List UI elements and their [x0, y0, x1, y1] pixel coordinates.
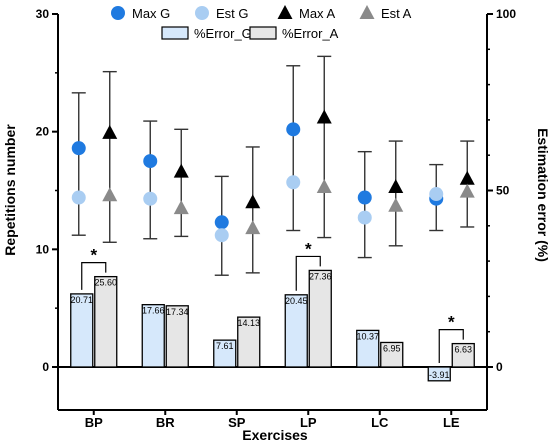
- bar-data-label: 20.45: [285, 296, 308, 306]
- point-est-a: [388, 197, 404, 212]
- bar-data-label: 20.71: [70, 295, 93, 305]
- legend-label: %Error_G: [194, 26, 252, 41]
- bar-pct-error_a: [308, 269, 332, 368]
- point-max-g: [71, 141, 86, 156]
- x-axis-tick-label: LP: [300, 415, 317, 430]
- point-max-a: [316, 109, 332, 124]
- significance-asterisk: *: [90, 246, 97, 265]
- point-max-g: [357, 190, 372, 205]
- point-max-g: [286, 122, 301, 137]
- bar-pct-error_g: [213, 339, 237, 368]
- bar-data-label: 7.61: [216, 341, 234, 351]
- point-max-a: [388, 178, 404, 193]
- point-max-a: [459, 170, 475, 185]
- significance-bracket: [295, 255, 321, 291]
- point-max-a: [102, 124, 118, 139]
- y-axis-left-tick-label: 0: [42, 360, 49, 374]
- legend-marker: [195, 6, 209, 20]
- point-est-g: [214, 228, 229, 243]
- bar-pct-error_g: [427, 366, 451, 382]
- legend-marker: [277, 5, 293, 19]
- bar-data-label: 17.34: [166, 307, 189, 317]
- chart-axes: 0 10 20 30 0 50 100 BP BR SP LP LC LE: [36, 7, 517, 430]
- bar-data-label: 27.36: [309, 271, 332, 281]
- legend-label: %Error_A: [282, 26, 339, 41]
- point-max-a: [245, 194, 261, 209]
- bar-data-label: 6.63: [454, 345, 472, 355]
- legend-label: Max A: [299, 6, 335, 21]
- point-max-a: [173, 163, 189, 178]
- bar-data-label: 14.13: [237, 318, 260, 328]
- chart-bars: 20.71 17.66 7.61 20.45 10.37 -3.91 25.60 17.34 1…: [70, 269, 475, 382]
- point-max-g: [143, 154, 158, 169]
- bar-pct-error_g: [70, 293, 94, 368]
- x-axis-tick-label: BP: [85, 415, 103, 430]
- chart-points: [71, 109, 475, 243]
- bar-pct-error_a: [94, 275, 118, 368]
- point-est-g: [71, 190, 86, 205]
- bar-data-label: 6.95: [383, 343, 401, 353]
- legend-swatch: [161, 26, 189, 40]
- point-max-g: [214, 215, 229, 230]
- legend-marker: [359, 5, 375, 19]
- significance-asterisk: *: [305, 239, 312, 258]
- significance-asterisk: *: [448, 313, 455, 332]
- y-axis-left-tick-label: 10: [36, 242, 50, 256]
- chart-error-bars: [71, 55, 475, 276]
- point-est-a: [316, 178, 332, 193]
- y-axis-left-title: Repetitions number: [2, 124, 18, 256]
- legend-label: Est A: [381, 6, 412, 21]
- point-est-g: [143, 191, 158, 206]
- bar-pct-error_g: [141, 304, 165, 368]
- point-est-a: [102, 187, 118, 202]
- y-axis-right-tick-label: 100: [496, 7, 516, 21]
- legend-swatch: [249, 26, 277, 40]
- bar-data-label: 17.66: [142, 306, 165, 316]
- bar-data-label: 10.37: [356, 331, 379, 341]
- x-axis-tick-label: BR: [156, 415, 175, 430]
- y-axis-left-tick-label: 20: [36, 125, 50, 139]
- significance-markers: * * *: [81, 239, 464, 363]
- bar-pct-error_g: [284, 294, 308, 368]
- x-axis-tick-label: LE: [443, 415, 460, 430]
- y-axis-right-tick-label: 0: [496, 360, 503, 374]
- bar-pct-error_g: [356, 329, 380, 368]
- point-est-g: [286, 175, 301, 190]
- chart-legend: Max G Est G Max A Est A %Error_G %Error_A: [111, 5, 412, 41]
- x-axis-tick-label: SP: [228, 415, 246, 430]
- y-axis-right-tick-label: 50: [496, 184, 510, 198]
- x-axis-title: Exercises: [242, 427, 308, 443]
- y-axis-left-tick-label: 30: [36, 7, 50, 21]
- bar-data-label: 25.60: [94, 278, 117, 288]
- bar-pct-error_a: [165, 305, 189, 368]
- y-axis-right-title: Estimation error (%): [535, 128, 550, 262]
- point-est-g: [357, 210, 372, 225]
- bar-pct-error_a: [237, 316, 261, 368]
- point-est-a: [245, 220, 261, 235]
- significance-bracket: [438, 328, 464, 363]
- x-axis-tick-label: LC: [371, 415, 389, 430]
- point-est-a: [459, 183, 475, 198]
- bar-pct-error_a: [380, 341, 404, 368]
- significance-bracket: [81, 262, 107, 290]
- bar-data-label: -3.91: [429, 370, 450, 380]
- point-est-g: [429, 187, 444, 202]
- legend-marker: [111, 6, 125, 20]
- point-est-a: [173, 200, 189, 215]
- legend-label: Max G: [132, 6, 170, 21]
- legend-label: Est G: [216, 6, 249, 21]
- bar-pct-error_a: [451, 342, 475, 368]
